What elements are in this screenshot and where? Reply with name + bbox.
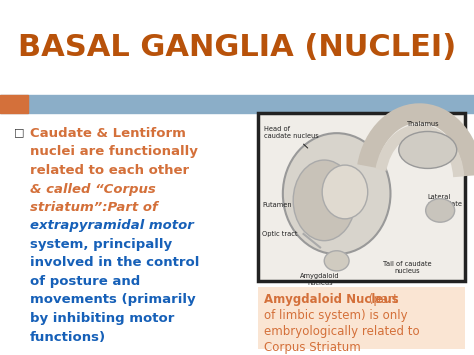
Text: Thalamus: Thalamus <box>407 121 440 127</box>
Bar <box>258 113 465 281</box>
Text: BASAL GANGLIA (NUCLEI): BASAL GANGLIA (NUCLEI) <box>18 33 456 62</box>
Ellipse shape <box>283 133 391 254</box>
Bar <box>258 287 465 349</box>
Text: Putamen: Putamen <box>262 202 301 208</box>
Ellipse shape <box>293 160 356 241</box>
Text: striatum”:Part of: striatum”:Part of <box>30 201 158 214</box>
Bar <box>0 95 28 113</box>
Text: Corpus Striatum: Corpus Striatum <box>264 341 361 354</box>
Text: Amygdaloid
nucleus: Amygdaloid nucleus <box>301 273 340 286</box>
Text: (part: (part <box>365 293 398 306</box>
Text: Optic tract: Optic tract <box>262 231 298 237</box>
Text: Tail of caudate
nucleus: Tail of caudate nucleus <box>383 261 431 274</box>
Text: Globus
pallidus: Globus pallidus <box>324 180 350 193</box>
Text: functions): functions) <box>30 331 106 344</box>
Ellipse shape <box>399 131 457 168</box>
Text: movements (primarily: movements (primarily <box>30 294 196 306</box>
Text: related to each other: related to each other <box>30 164 189 177</box>
Text: by inhibiting motor: by inhibiting motor <box>30 312 174 325</box>
Ellipse shape <box>324 251 349 271</box>
Text: □: □ <box>14 127 25 137</box>
Text: extrapyramidal motor: extrapyramidal motor <box>30 219 194 233</box>
Ellipse shape <box>426 199 455 222</box>
Text: nuclei are functionally: nuclei are functionally <box>30 146 198 158</box>
Text: & called “Corpus: & called “Corpus <box>30 182 156 196</box>
Text: Head of
caudate nucleus: Head of caudate nucleus <box>264 126 319 148</box>
Text: system, principally: system, principally <box>30 238 172 251</box>
Text: of limbic system) is only: of limbic system) is only <box>264 309 408 322</box>
Text: Amygdaloid Nucleus: Amygdaloid Nucleus <box>264 293 399 306</box>
Text: involved in the control: involved in the control <box>30 257 200 269</box>
Text: Caudate & Lentiform: Caudate & Lentiform <box>30 127 186 140</box>
Ellipse shape <box>322 165 368 219</box>
Bar <box>0 95 474 113</box>
Text: of posture and: of posture and <box>30 275 140 288</box>
Text: embryologically related to: embryologically related to <box>264 325 419 338</box>
Text: Lateral
geniculate
body: Lateral geniculate body <box>428 193 463 214</box>
